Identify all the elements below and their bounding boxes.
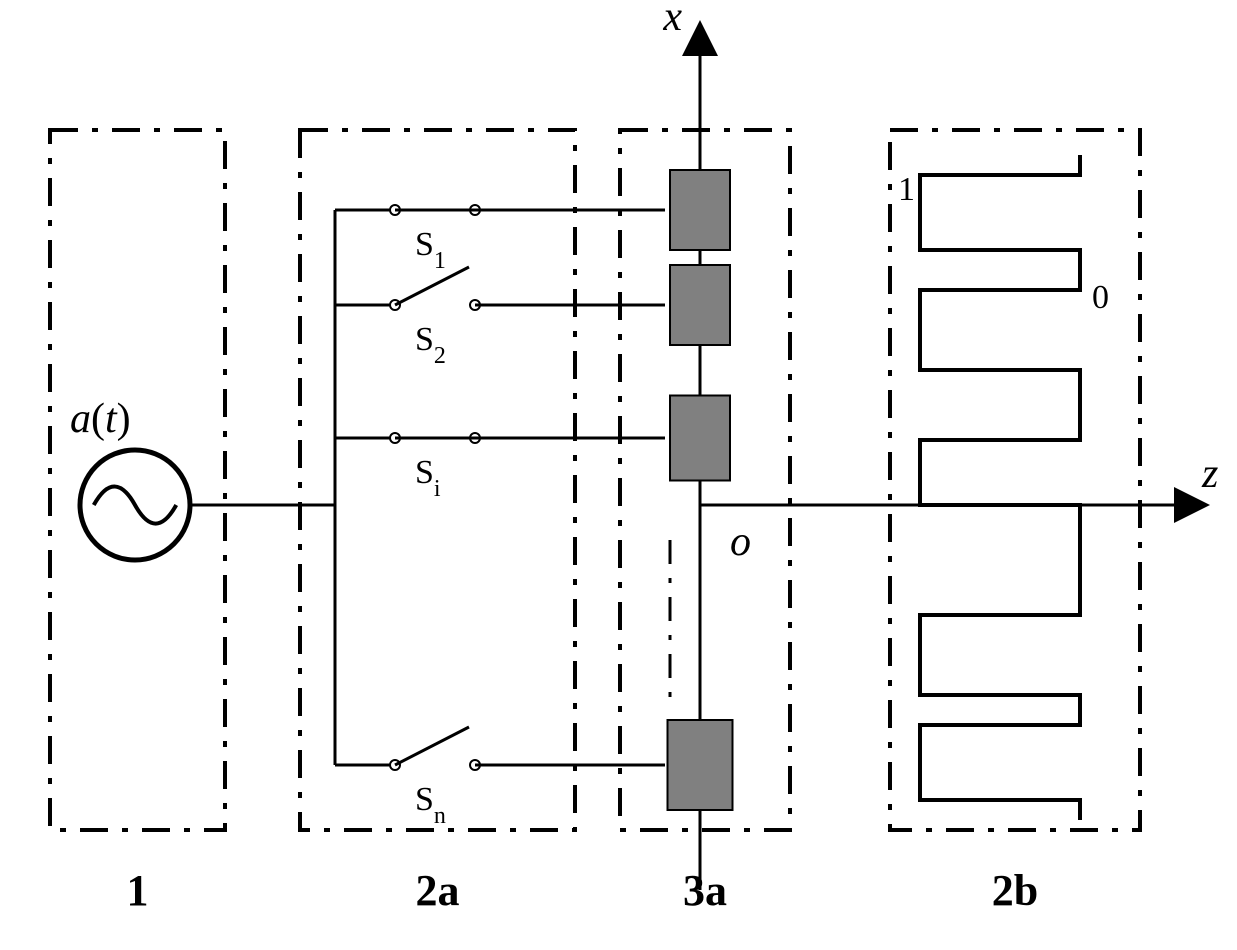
switch-label-sn: Sn — [415, 781, 446, 829]
source-label: a(t) — [70, 396, 131, 442]
sine-icon — [94, 486, 177, 523]
waveform-label-1: 1 — [898, 171, 915, 208]
block-label-2b: 2b — [992, 866, 1038, 915]
block-label-2a: 2a — [416, 866, 460, 915]
array-element-2 — [670, 396, 730, 481]
z-axis-label: z — [1201, 451, 1218, 497]
switch-label-si: Si — [415, 454, 441, 502]
code-waveform — [920, 155, 1080, 820]
switch-label-s1: S1 — [415, 226, 446, 274]
diagram-svg: x z o a(t) S1 S2 Si Sn 1 0 1 2a 3a 2b — [0, 0, 1237, 950]
array-element-0 — [670, 170, 730, 250]
waveform-label-0: 0 — [1092, 279, 1109, 316]
x-axis-label: x — [662, 0, 682, 40]
array-element-1 — [670, 265, 730, 345]
block-label-1: 1 — [127, 866, 149, 915]
switch-blade-s2 — [395, 267, 469, 305]
switch-label-s2: S2 — [415, 321, 446, 369]
x-axis-arrow — [682, 20, 718, 56]
origin-label: o — [730, 519, 751, 565]
box-box1 — [50, 130, 225, 830]
block-label-3a: 3a — [683, 866, 727, 915]
signal-diagram: x z o a(t) S1 S2 Si Sn 1 0 1 2a 3a 2b — [0, 0, 1237, 950]
switch-blade-sn — [395, 727, 469, 765]
array-element-3 — [668, 720, 733, 810]
